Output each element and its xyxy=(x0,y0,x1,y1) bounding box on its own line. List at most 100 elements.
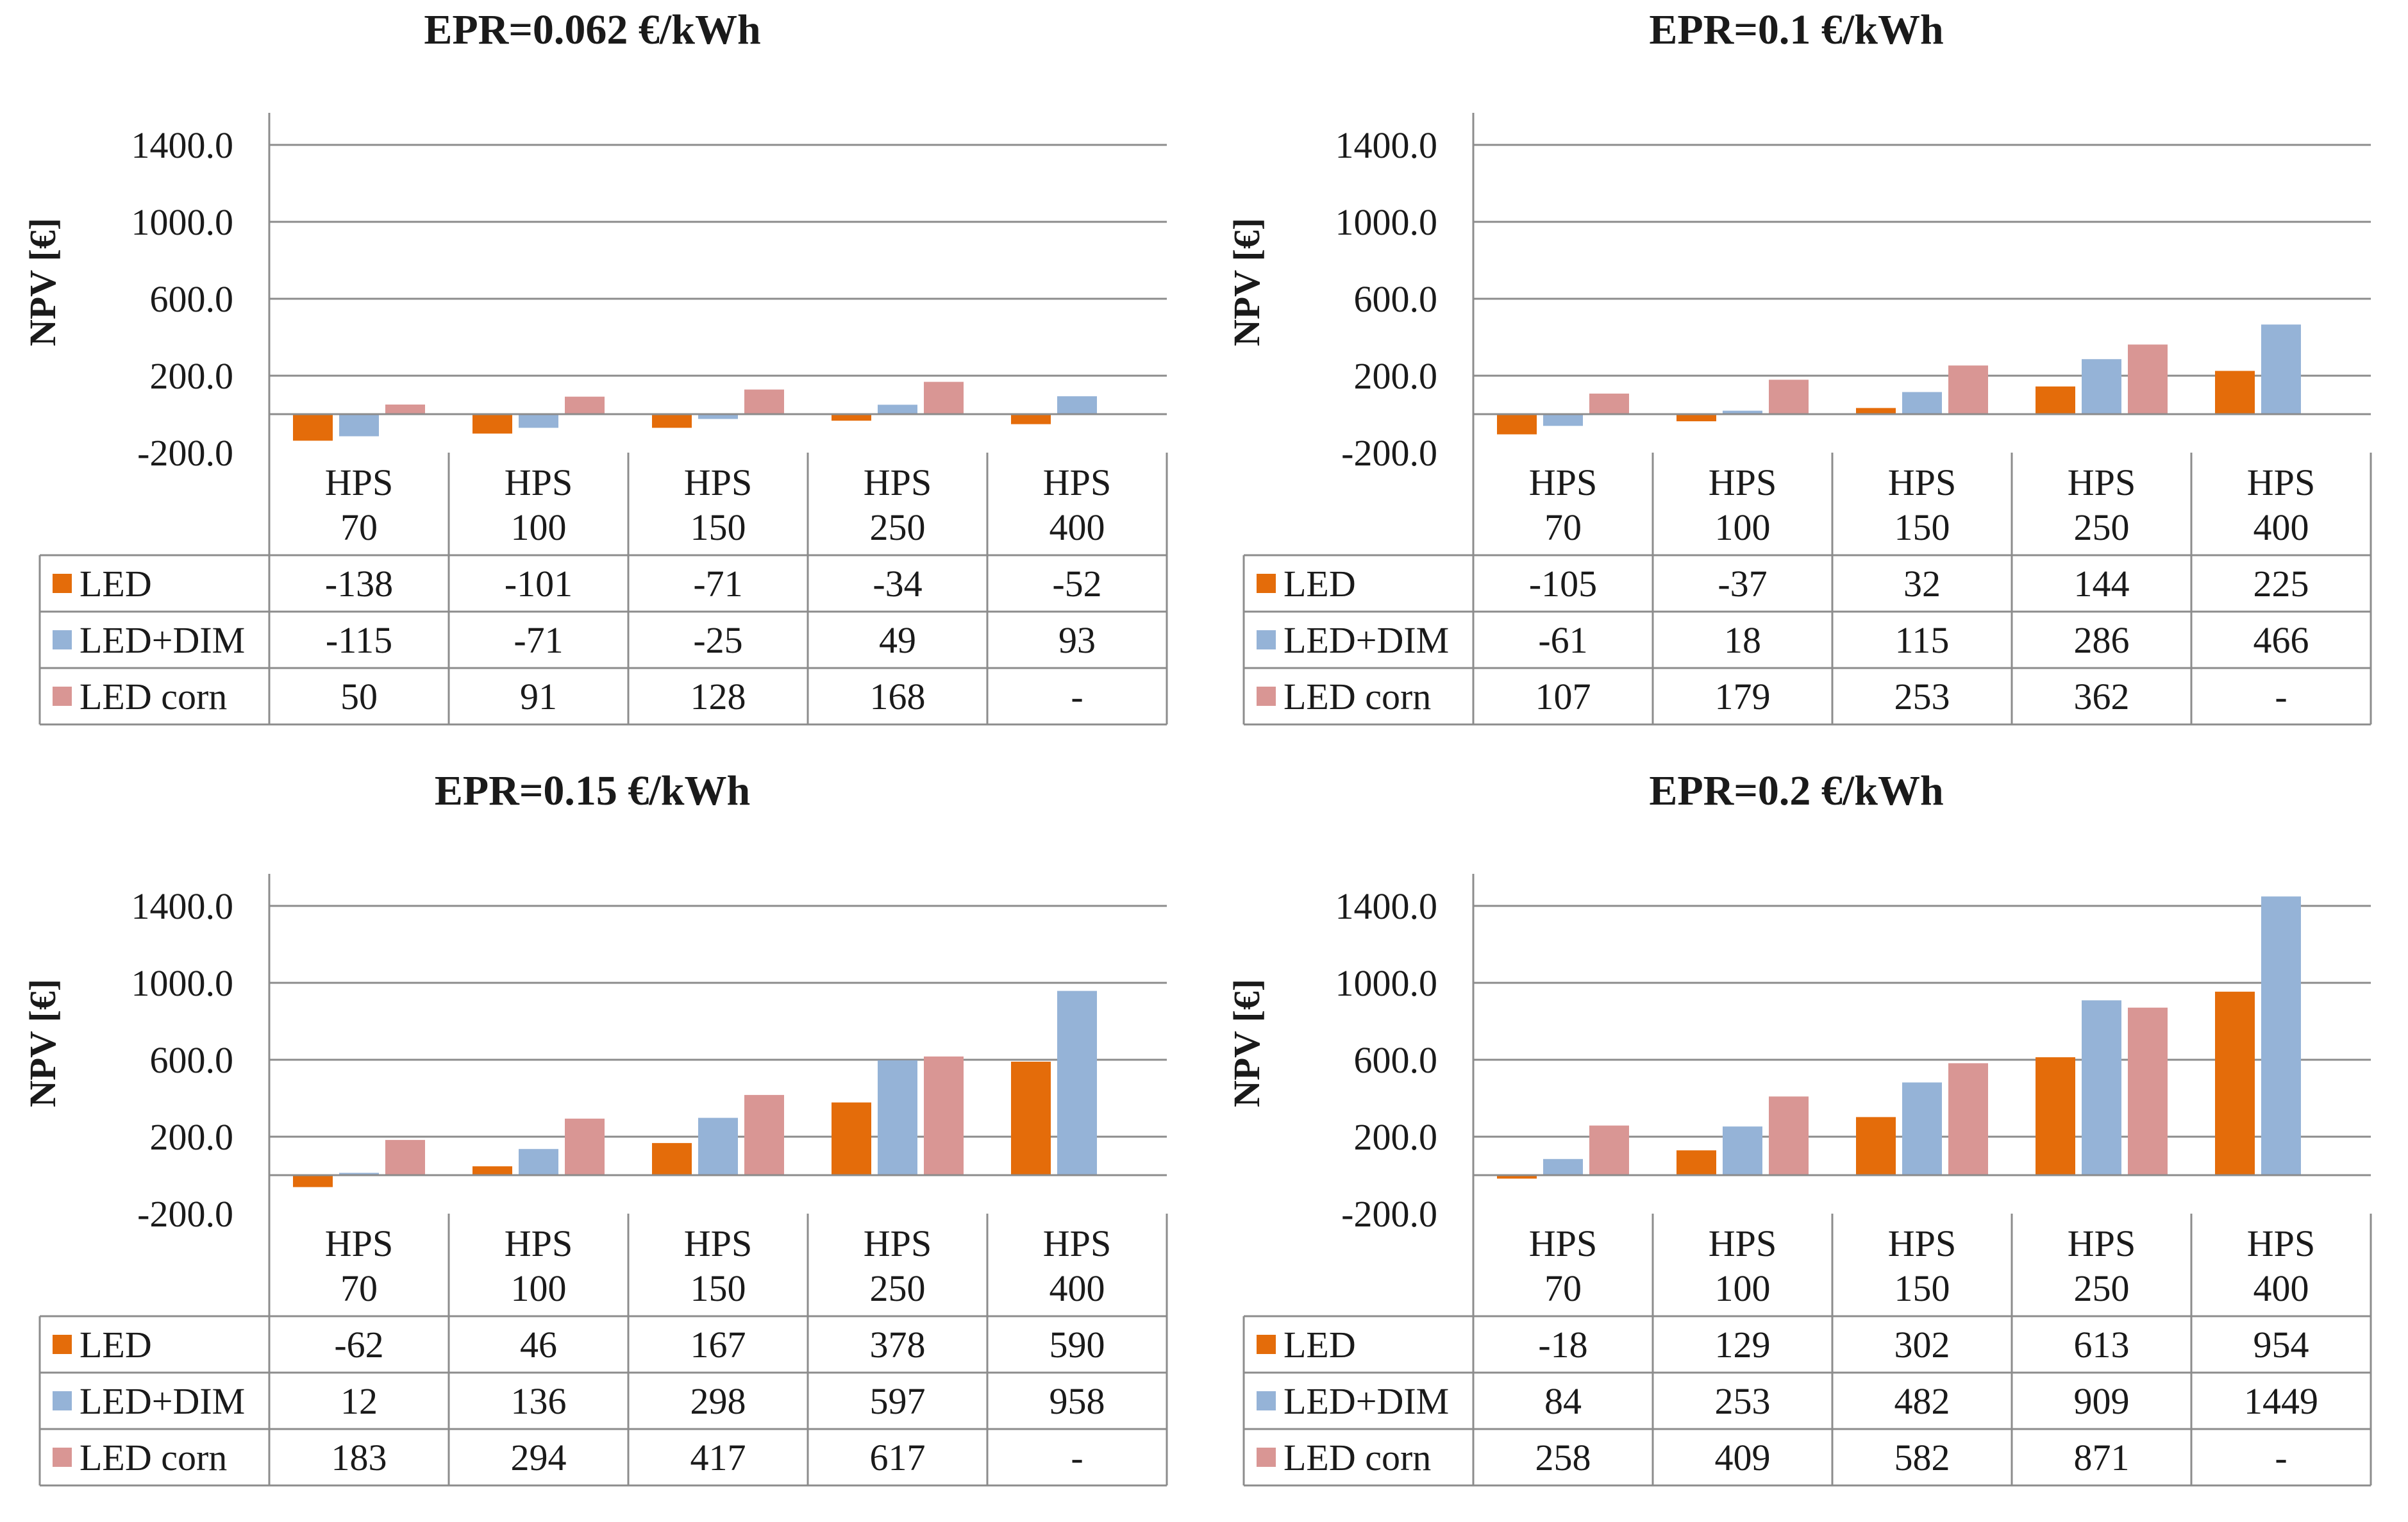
legend-label: LED+DIM xyxy=(79,619,245,661)
bar-led-corn xyxy=(924,1056,964,1175)
category-label-line1: HPS xyxy=(2068,462,2136,503)
bar-led-dim xyxy=(1057,396,1097,414)
data-label: 179 xyxy=(1715,676,1771,717)
bar-led xyxy=(293,1175,333,1187)
data-label: 129 xyxy=(1715,1324,1771,1366)
bar-led-dim xyxy=(1543,414,1583,426)
bar-led-dim xyxy=(2082,359,2121,414)
bar-led xyxy=(652,1142,692,1175)
bar-led xyxy=(1676,414,1716,422)
category-label-line1: HPS xyxy=(864,1223,932,1264)
data-label: 871 xyxy=(2074,1437,2130,1478)
y-tick-label: 1000.0 xyxy=(1335,201,1438,243)
legend-swatch-led-dim xyxy=(53,1391,72,1410)
bars xyxy=(293,991,1097,1187)
data-label: 115 xyxy=(1895,619,1950,661)
bar-led xyxy=(832,1102,871,1175)
y-tick-label: 1000.0 xyxy=(131,962,234,1004)
bar-led xyxy=(1497,414,1537,435)
data-label: 1449 xyxy=(2244,1380,2318,1422)
bar-led-dim xyxy=(339,1173,379,1175)
data-label: 84 xyxy=(1544,1380,1582,1422)
legend-label: LED corn xyxy=(1283,1437,1431,1478)
category-label-line1: HPS xyxy=(1888,1223,1956,1264)
legend-swatch-led xyxy=(1257,574,1276,593)
bar-led xyxy=(2036,1057,2075,1175)
data-label: -71 xyxy=(514,619,563,661)
category-label-line2: 400 xyxy=(1049,1267,1105,1309)
bar-led-dim xyxy=(1723,1126,1762,1175)
data-label: - xyxy=(1071,1437,1083,1478)
legend-swatch-led-corn xyxy=(53,687,72,706)
data-label: -52 xyxy=(1052,563,1101,605)
data-label: 958 xyxy=(1049,1380,1105,1422)
category-label-line1: HPS xyxy=(1529,1223,1597,1264)
category-label-line2: 400 xyxy=(2253,506,2309,548)
bar-led-dim xyxy=(878,1060,917,1175)
data-label: 50 xyxy=(340,676,378,717)
category-label-line2: 70 xyxy=(340,506,378,548)
legend-label: LED xyxy=(1283,563,1356,605)
data-label: 49 xyxy=(879,619,916,661)
bar-led-corn xyxy=(1769,1096,1809,1175)
bar-led-corn xyxy=(565,1118,605,1175)
data-label: 93 xyxy=(1058,619,1096,661)
data-label: 909 xyxy=(2074,1380,2130,1422)
bar-led-dim xyxy=(519,1149,558,1175)
bar-led xyxy=(832,414,871,421)
bar-led xyxy=(1497,1175,1537,1179)
bar-led-corn xyxy=(1589,393,1629,414)
y-tick-label: 600.0 xyxy=(150,1039,234,1081)
bar-led xyxy=(2036,386,2075,414)
bar-led xyxy=(1856,1117,1896,1175)
legend-label: LED xyxy=(79,1324,152,1366)
data-label: 613 xyxy=(2074,1324,2130,1366)
y-tick-label: 1000.0 xyxy=(1335,962,1438,1004)
chart-epr-01: EPR=0.1 €/kWh NPV [€] 1400.0 1000.0 600.0 200… xyxy=(1226,6,2372,726)
bar-led xyxy=(1011,414,1051,424)
y-tick-label: -200.0 xyxy=(137,432,233,474)
y-tick-label: 200.0 xyxy=(1354,355,1438,397)
data-label: 409 xyxy=(1715,1437,1771,1478)
bar-led-corn xyxy=(744,1094,784,1175)
legend-swatch-led xyxy=(53,1335,72,1354)
bar-led xyxy=(1856,408,1896,414)
category-label-line2: 150 xyxy=(1894,1267,1950,1309)
data-label: -101 xyxy=(505,563,573,605)
y-tick-label: 200.0 xyxy=(1354,1116,1438,1158)
category-label-line1: HPS xyxy=(684,462,752,503)
bar-led-corn xyxy=(1769,380,1809,414)
category-label-line2: 400 xyxy=(2253,1267,2309,1309)
data-label: -34 xyxy=(873,563,922,605)
category-label-line2: 250 xyxy=(870,506,926,548)
y-tick-label: 600.0 xyxy=(1354,278,1438,320)
legend-swatch-led-corn xyxy=(1257,687,1276,706)
data-label: 168 xyxy=(870,676,926,717)
legend-swatch-led xyxy=(53,574,72,593)
legend-label: LED+DIM xyxy=(1283,1380,1449,1422)
data-label: 253 xyxy=(1894,676,1950,717)
y-tick-label: 1000.0 xyxy=(131,201,234,243)
bar-led-dim xyxy=(698,1117,738,1175)
bar-led xyxy=(472,1166,512,1175)
data-label: 225 xyxy=(2253,563,2309,605)
y-tick-label: 1400.0 xyxy=(131,124,234,166)
data-label: 144 xyxy=(2074,563,2130,605)
bar-led-corn xyxy=(385,1140,425,1175)
legend-label: LED xyxy=(1283,1324,1356,1366)
data-label: 597 xyxy=(870,1380,926,1422)
bar-led xyxy=(293,414,333,441)
y-tick-label: -200.0 xyxy=(1341,432,1437,474)
bar-led-corn xyxy=(2128,1007,2168,1175)
data-label: 253 xyxy=(1715,1380,1771,1422)
legend-label: LED xyxy=(79,563,152,605)
bars xyxy=(1497,324,2301,435)
category-label-line1: HPS xyxy=(1529,462,1597,503)
data-label: -115 xyxy=(326,619,392,661)
category-label-line2: 250 xyxy=(870,1267,926,1309)
chart-panel-epr-0062: EPR=0.062 €/kWh NPV [€] 1400.0 1000.0 600.0 2… xyxy=(0,0,1204,761)
y-tick-label: 1400.0 xyxy=(1335,885,1438,927)
data-label: 362 xyxy=(2074,676,2130,717)
